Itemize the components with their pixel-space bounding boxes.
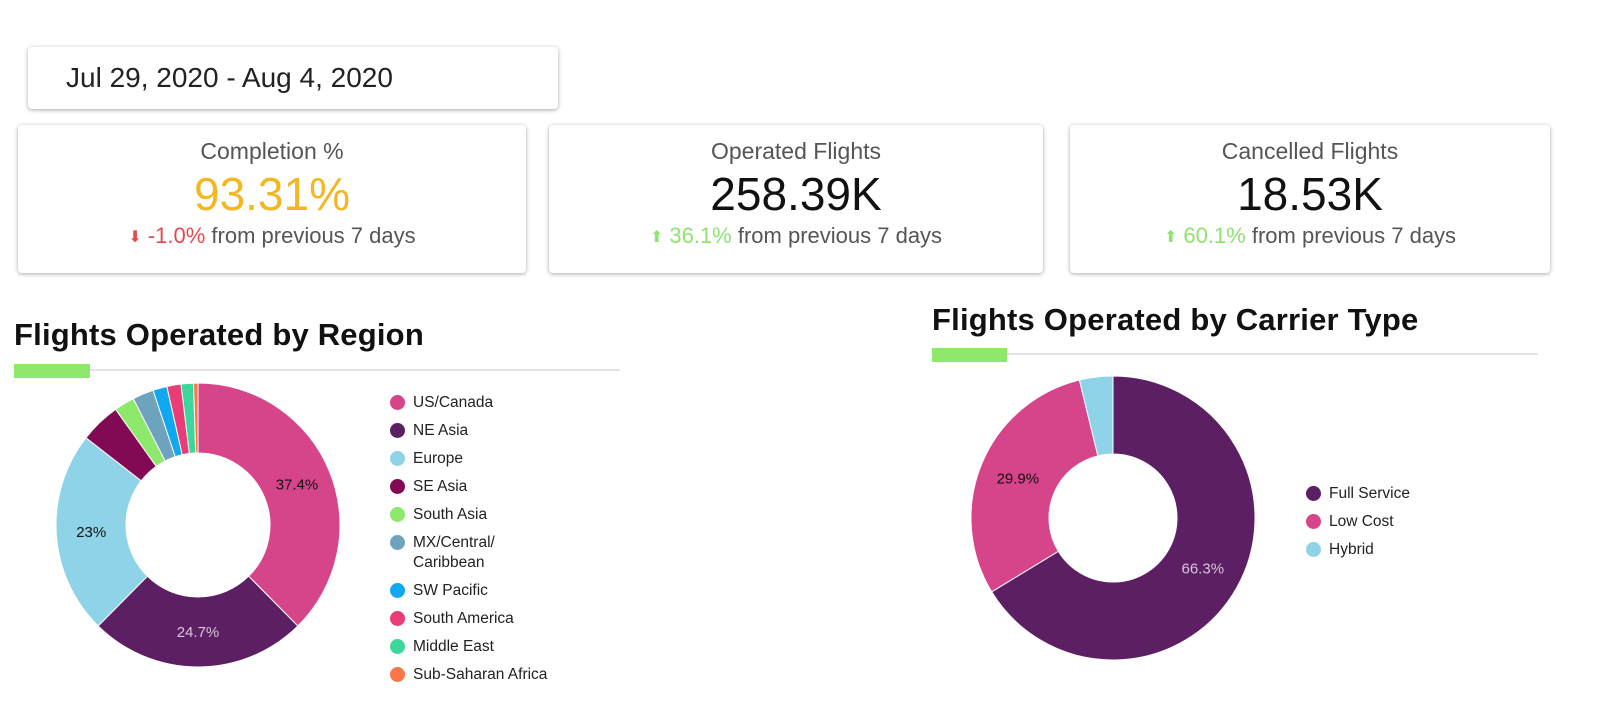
- kpi-delta: ⬆ 60.1% from previous 7 days: [1070, 223, 1550, 249]
- legend-item-mx-central-caribbean[interactable]: MX/Central/ Caribbean: [390, 533, 547, 573]
- legend-item-ne-asia[interactable]: NE Asia: [390, 421, 547, 441]
- region-chart-title: Flights Operated by Region: [14, 317, 424, 352]
- legend-swatch: [1306, 542, 1321, 557]
- legend-swatch: [390, 423, 405, 438]
- slice-ne-asia[interactable]: [97, 575, 299, 668]
- legend-swatch: [390, 451, 405, 466]
- kpi-delta-value: 36.1%: [669, 223, 732, 248]
- kpi-value: 18.53K: [1237, 168, 1383, 220]
- carrier-title-accent: [932, 348, 1007, 362]
- legend-label: MX/Central/ Caribbean: [413, 534, 495, 571]
- slice-label-low-cost: 29.9%: [997, 471, 1040, 488]
- legend-item-se-asia[interactable]: SE Asia: [390, 477, 547, 497]
- carrier-chart-title: Flights Operated by Carrier Type: [932, 302, 1419, 337]
- slice-full-service[interactable]: [991, 375, 1256, 661]
- kpi-card-operated: Operated Flights 258.39K ⬆ 36.1% from pre…: [549, 125, 1043, 273]
- region-title-accent: [14, 364, 90, 378]
- region-title-rule: [14, 369, 620, 371]
- kpi-title: Cancelled Flights: [1221, 138, 1399, 164]
- kpi-card-completion: Completion % 93.31% ⬇ -1.0% from previous…: [18, 125, 526, 273]
- carrier-donut-chart: 66.3% 29.9%: [970, 375, 1256, 661]
- legend-swatch: [390, 395, 405, 410]
- legend-swatch: [390, 583, 405, 598]
- slice-us-canada[interactable]: [197, 382, 341, 627]
- legend-swatch: [1306, 486, 1321, 501]
- legend-label: SW Pacific: [413, 582, 488, 599]
- carrier-legend: Full Service Low Cost Hybrid: [1306, 484, 1410, 568]
- legend-item-middle-east[interactable]: Middle East: [390, 637, 547, 657]
- kpi-delta: ⬇ -1.0% from previous 7 days: [18, 223, 526, 249]
- slice-low-cost[interactable]: [970, 379, 1099, 593]
- slice-europe[interactable]: [55, 437, 149, 627]
- region-donut-chart: 37.4% 24.7% 23%: [55, 382, 341, 668]
- legend-swatch: [390, 667, 405, 682]
- legend-item-europe[interactable]: Europe: [390, 449, 547, 469]
- legend-item-full-service[interactable]: Full Service: [1306, 484, 1410, 504]
- arrow-up-icon: ⬆: [649, 229, 664, 246]
- legend-label: NE Asia: [413, 422, 469, 439]
- legend-item-south-asia[interactable]: South Asia: [390, 505, 547, 525]
- legend-swatch: [390, 507, 405, 522]
- legend-item-sw-pacific[interactable]: SW Pacific: [390, 581, 547, 601]
- kpi-card-cancelled: Cancelled Flights 18.53K ⬆ 60.1% from pre…: [1070, 125, 1550, 273]
- legend-label: Sub-Saharan Africa: [413, 666, 548, 683]
- legend-swatch: [390, 611, 405, 626]
- legend-swatch: [390, 639, 405, 654]
- legend-label: Europe: [413, 450, 463, 467]
- slice-sub-saharan-africa[interactable]: [193, 382, 199, 454]
- slice-label-europe: 23%: [76, 524, 106, 541]
- slice-hybrid[interactable]: [1078, 375, 1114, 457]
- kpi-delta-suffix: from previous 7 days: [737, 223, 943, 248]
- legend-item-hybrid[interactable]: Hybrid: [1306, 540, 1410, 560]
- kpi-title: Completion %: [200, 138, 344, 164]
- legend-label: Low Cost: [1329, 513, 1394, 530]
- legend-swatch: [1306, 514, 1321, 529]
- kpi-delta-suffix: from previous 7 days: [1251, 223, 1457, 248]
- kpi-delta-value: 60.1%: [1183, 223, 1246, 248]
- kpi-delta: ⬆ 36.1% from previous 7 days: [549, 223, 1043, 249]
- legend-label: Hybrid: [1329, 541, 1374, 558]
- legend-label: Full Service: [1329, 485, 1410, 502]
- slice-label-full-service: 66.3%: [1182, 560, 1225, 577]
- legend-item-us-canada[interactable]: US/Canada: [390, 393, 547, 413]
- legend-label: South America: [413, 610, 514, 627]
- legend-item-sub-saharan-africa[interactable]: Sub-Saharan Africa: [390, 665, 547, 685]
- legend-item-south-america[interactable]: South America: [390, 609, 547, 629]
- legend-item-low-cost[interactable]: Low Cost: [1306, 512, 1410, 532]
- arrow-down-icon: ⬇: [128, 229, 142, 246]
- slice-label-us-canada: 37.4%: [276, 476, 319, 493]
- kpi-delta-value: -1.0%: [147, 223, 206, 248]
- kpi-delta-suffix: from previous 7 days: [211, 223, 416, 248]
- legend-label: SE Asia: [413, 478, 468, 495]
- carrier-title-rule: [932, 353, 1538, 355]
- arrow-up-icon: ⬆: [1163, 229, 1178, 246]
- date-range-picker[interactable]: Jul 29, 2020 - Aug 4, 2020: [28, 47, 558, 109]
- legend-label: US/Canada: [413, 394, 494, 411]
- slice-label-ne-asia: 24.7%: [177, 624, 220, 641]
- legend-swatch: [390, 535, 405, 550]
- legend-label: Middle East: [413, 638, 494, 655]
- kpi-title: Operated Flights: [710, 138, 882, 164]
- date-range-text: Jul 29, 2020 - Aug 4, 2020: [66, 62, 393, 93]
- region-legend: US/Canada NE Asia Europe SE Asia South Asia M…: [390, 393, 547, 693]
- kpi-value: 258.39K: [710, 168, 882, 220]
- kpi-value: 93.31%: [193, 168, 350, 220]
- legend-swatch: [390, 479, 405, 494]
- legend-label: South Asia: [413, 506, 488, 523]
